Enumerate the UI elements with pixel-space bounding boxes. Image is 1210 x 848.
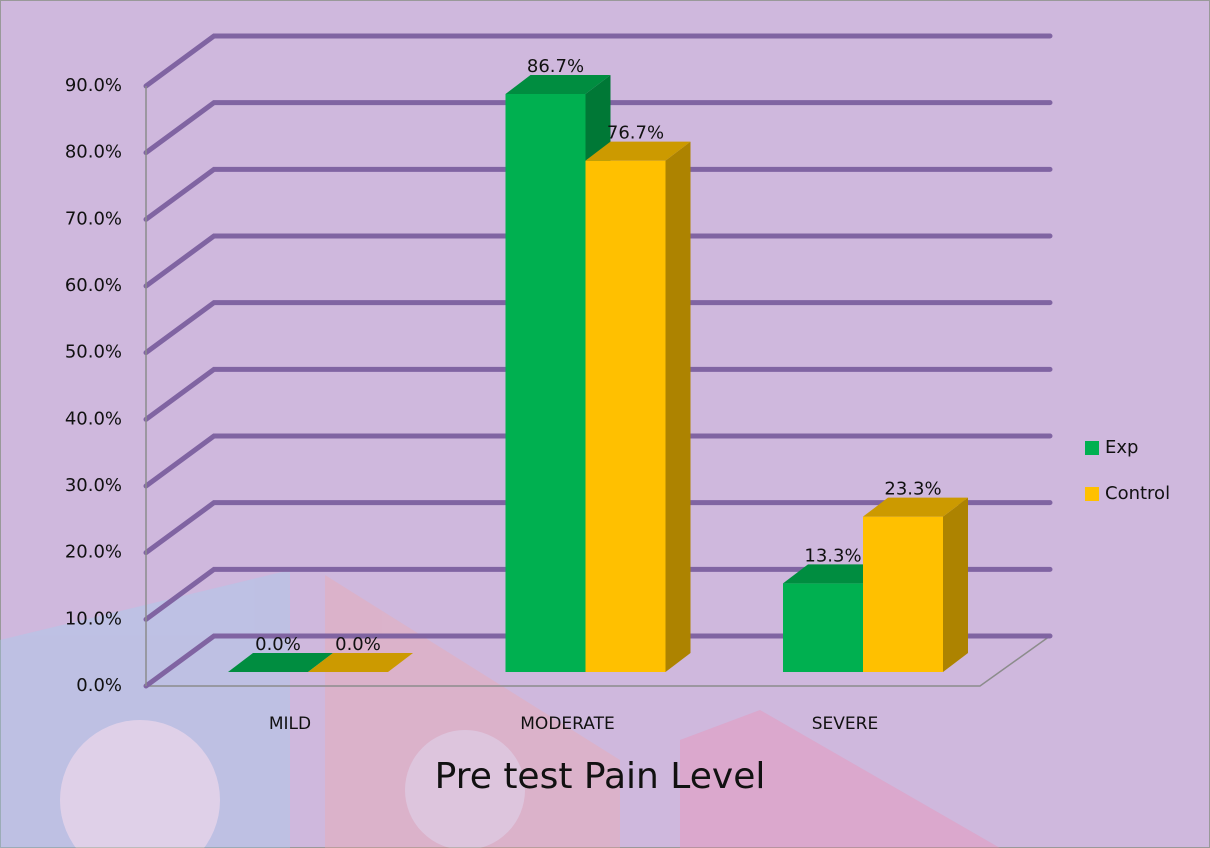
bar <box>863 516 943 672</box>
y-tick-label: 60.0% <box>65 275 122 296</box>
value-label: 0.0% <box>335 634 381 655</box>
y-tick-label: 30.0% <box>65 475 122 496</box>
bar-top <box>863 497 968 517</box>
watermark-shape <box>680 710 1000 848</box>
legend-label: Control <box>1105 483 1170 504</box>
y-tick-label: 40.0% <box>65 408 122 429</box>
bar <box>783 583 863 672</box>
value-label: 0.0% <box>255 634 301 655</box>
y-tick-label: 50.0% <box>65 342 122 363</box>
value-label: 13.3% <box>804 545 861 566</box>
y-tick-label: 70.0% <box>65 208 122 229</box>
bar-side <box>943 497 968 672</box>
y-tick-label: 0.0% <box>76 675 122 696</box>
bar <box>505 94 586 672</box>
legend-swatch <box>1085 441 1099 455</box>
bar-top <box>505 75 611 94</box>
x-tick-label: MILD <box>269 714 311 734</box>
y-tick-label: 80.0% <box>65 142 122 163</box>
bar-top <box>308 653 413 672</box>
grid-line <box>143 100 1053 156</box>
watermark-shape <box>405 730 525 848</box>
legend-label: Exp <box>1105 437 1138 458</box>
grid-line <box>143 166 1053 222</box>
bar-top <box>228 653 333 672</box>
grid-line <box>143 366 1053 422</box>
watermark <box>0 570 1000 848</box>
value-label: 86.7% <box>527 56 584 77</box>
y-tick-label: 10.0% <box>65 608 122 629</box>
chart-title: Pre test Pain Level <box>435 756 766 797</box>
grid-line <box>143 566 1053 622</box>
bar <box>585 160 666 672</box>
value-label: 23.3% <box>884 479 941 500</box>
x-tick-label: SEVERE <box>812 714 878 734</box>
grid-line <box>143 300 1053 356</box>
grid-line <box>143 633 1053 689</box>
grid-line <box>143 33 1053 89</box>
x-tick-label: MODERATE <box>520 714 614 734</box>
grid-line <box>143 233 1053 289</box>
grid-line <box>143 500 1053 556</box>
watermark-shape <box>0 570 290 848</box>
value-label: 76.7% <box>607 123 664 144</box>
watermark-shape <box>60 720 220 848</box>
y-tick-label: 20.0% <box>65 542 122 563</box>
y-tick-label: 90.0% <box>65 75 122 96</box>
bar-top <box>783 564 888 584</box>
bar-top <box>585 141 691 161</box>
legend-swatch <box>1085 487 1099 501</box>
watermark-shape <box>325 575 620 848</box>
bar-side <box>665 141 691 672</box>
grid-line <box>143 433 1053 489</box>
